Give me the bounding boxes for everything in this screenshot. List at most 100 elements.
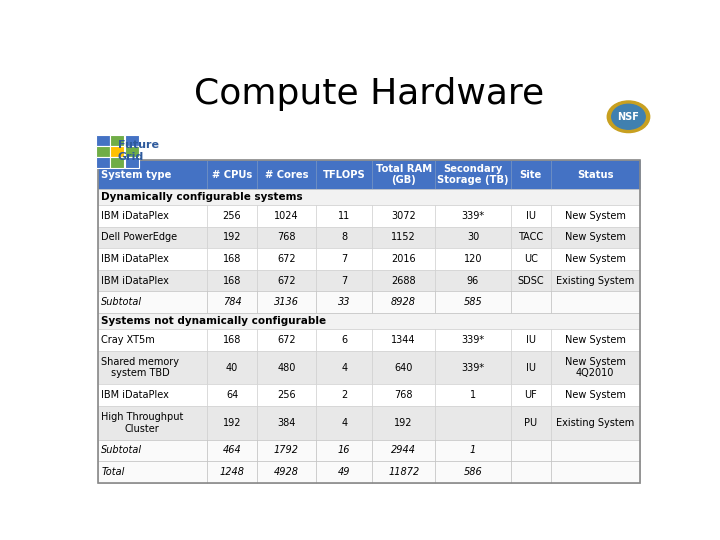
Bar (316, 329, 372, 351)
Bar (435, 329, 511, 351)
Text: High Throughput
Cluster: High Throughput Cluster (101, 412, 184, 434)
Text: 8: 8 (341, 232, 347, 242)
Text: 464: 464 (222, 446, 241, 455)
Bar (372, 461, 435, 483)
Text: 49: 49 (338, 467, 351, 477)
Bar (316, 248, 372, 270)
Text: 784: 784 (222, 297, 241, 307)
Bar (511, 329, 551, 351)
Text: 2: 2 (341, 390, 347, 400)
Bar (551, 160, 639, 188)
Bar (435, 384, 511, 406)
Bar (316, 227, 372, 248)
Bar (435, 351, 511, 384)
Text: 2688: 2688 (392, 275, 416, 286)
Text: 1248: 1248 (220, 467, 245, 477)
Bar (372, 406, 435, 440)
Text: Secondary
Storage (TB): Secondary Storage (TB) (437, 164, 509, 185)
Text: IBM iDataPlex: IBM iDataPlex (101, 390, 169, 400)
Text: Existing System: Existing System (556, 418, 634, 428)
Bar (551, 227, 639, 248)
Bar (207, 351, 257, 384)
Text: 168: 168 (223, 254, 241, 264)
Bar (316, 205, 372, 227)
Text: New System: New System (564, 254, 626, 264)
Bar (511, 351, 551, 384)
Bar (257, 292, 316, 313)
Bar (316, 292, 372, 313)
Text: 1152: 1152 (391, 232, 416, 242)
Bar (110, 136, 124, 146)
Bar (207, 329, 257, 351)
Text: Total RAM
(GB): Total RAM (GB) (376, 164, 432, 185)
Bar (551, 461, 639, 483)
Text: IU: IU (526, 363, 536, 373)
Bar (257, 406, 316, 440)
Text: 1: 1 (470, 446, 476, 455)
Bar (435, 406, 511, 440)
Text: 7: 7 (341, 254, 347, 264)
Bar (207, 292, 257, 313)
Bar (207, 227, 257, 248)
Bar (257, 351, 316, 384)
Bar (372, 227, 435, 248)
Bar (372, 205, 435, 227)
Text: # Cores: # Cores (265, 170, 308, 180)
Text: Dynamically configurable systems: Dynamically configurable systems (101, 192, 303, 202)
Text: 4: 4 (341, 363, 347, 373)
Text: 192: 192 (222, 232, 241, 242)
Text: 768: 768 (395, 390, 413, 400)
Bar (372, 270, 435, 292)
Bar (257, 227, 316, 248)
Bar (435, 461, 511, 483)
Bar (207, 440, 257, 461)
Bar (511, 205, 551, 227)
Text: System type: System type (101, 170, 171, 180)
Bar (110, 146, 124, 157)
Bar (316, 440, 372, 461)
Text: IU: IU (526, 211, 536, 221)
Text: 339*: 339* (462, 363, 485, 373)
Text: 256: 256 (222, 211, 241, 221)
Bar (511, 227, 551, 248)
Bar (99, 461, 207, 483)
Text: Cray XT5m: Cray XT5m (101, 335, 155, 345)
Bar (96, 136, 109, 146)
Bar (511, 461, 551, 483)
Text: Dell PowerEdge: Dell PowerEdge (101, 232, 177, 242)
Bar (316, 160, 372, 188)
Text: Total: Total (101, 467, 125, 477)
Text: New System
4Q2010: New System 4Q2010 (564, 357, 626, 379)
Bar (257, 384, 316, 406)
Text: 120: 120 (464, 254, 482, 264)
Bar (99, 270, 207, 292)
Bar (207, 248, 257, 270)
Text: 1: 1 (470, 390, 476, 400)
Text: Systems not dynamically configurable: Systems not dynamically configurable (101, 316, 326, 326)
Bar (511, 384, 551, 406)
Text: 672: 672 (277, 335, 296, 345)
Text: Existing System: Existing System (556, 275, 634, 286)
Bar (257, 205, 316, 227)
Text: 168: 168 (223, 275, 241, 286)
Bar (372, 440, 435, 461)
Bar (551, 205, 639, 227)
Text: 585: 585 (464, 297, 482, 307)
Bar (99, 160, 207, 188)
Bar (96, 157, 109, 168)
Text: TFLOPS: TFLOPS (323, 170, 366, 180)
Bar (207, 205, 257, 227)
Text: 1344: 1344 (392, 335, 416, 345)
Text: 256: 256 (277, 390, 296, 400)
Bar (207, 406, 257, 440)
Text: Status: Status (577, 170, 613, 180)
Text: 192: 192 (222, 418, 241, 428)
Text: 2016: 2016 (392, 254, 416, 264)
Bar (435, 440, 511, 461)
Bar (372, 329, 435, 351)
Bar (99, 227, 207, 248)
Text: Shared memory
system TBD: Shared memory system TBD (101, 357, 179, 379)
Bar (125, 157, 139, 168)
Bar (99, 329, 207, 351)
Text: 768: 768 (277, 232, 296, 242)
